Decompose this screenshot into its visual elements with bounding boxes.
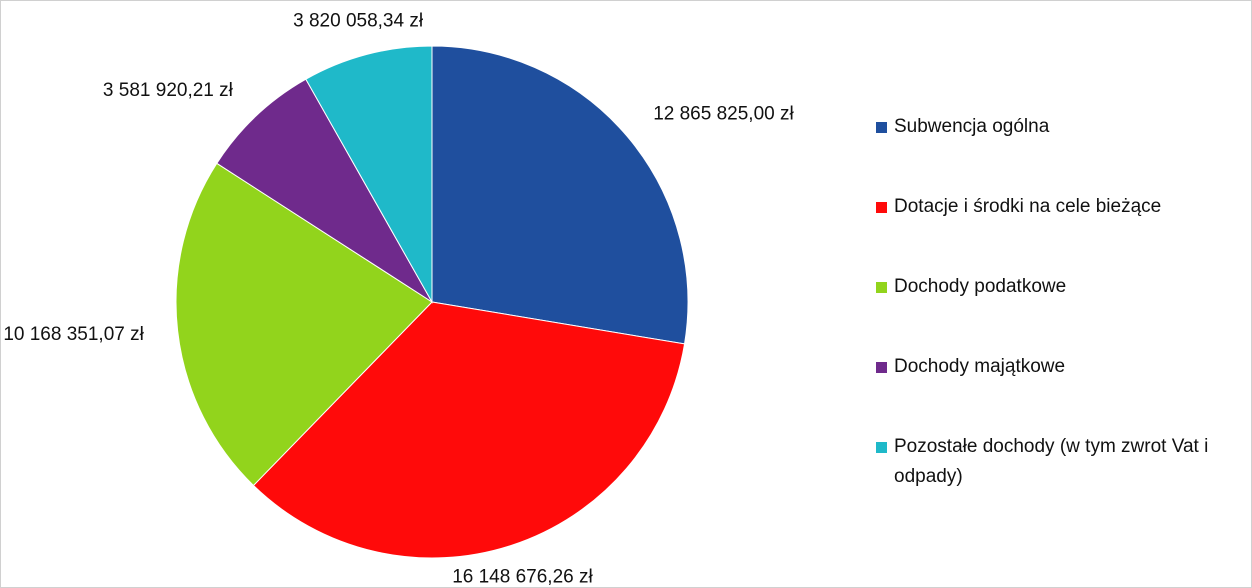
legend-label: Dochody majątkowe (894, 356, 1066, 377)
legend: Subwencja ogólna Dotacje i środki na cele… (876, 112, 1236, 512)
legend-item: Dochody podatkowe (876, 272, 1236, 352)
legend-label: Dochody podatkowe (894, 276, 1067, 297)
legend-item: Dotacje i środki na cele bieżące (876, 192, 1236, 272)
data-label: 12 865 825,00 zł (653, 103, 794, 124)
legend-item: Dochody majątkowe (876, 352, 1236, 432)
data-label: 3 581 920,21 zł (103, 80, 234, 101)
legend-item: Subwencja ogólna (876, 112, 1236, 192)
legend-label: Subwencja ogólna (894, 116, 1050, 137)
legend-label: Dotacje i środki na cele bieżące (894, 196, 1162, 217)
legend-item: Pozostałe dochody (w tym zwrot Vat i odp… (876, 432, 1236, 512)
legend-swatch (876, 282, 887, 293)
legend-label: Pozostałe dochody (w tym zwrot Vat i odp… (894, 436, 1209, 487)
pie-slice (252, 301, 686, 559)
pie-slice (431, 45, 689, 345)
legend-swatch (876, 442, 887, 453)
legend-swatch (876, 122, 887, 133)
data-label: 10 168 351,07 zł (3, 324, 144, 345)
data-label: 3 820 058,34 zł (293, 11, 424, 32)
data-label: 16 148 676,26 zł (452, 567, 593, 588)
pie-slice (305, 45, 433, 304)
legend-swatch (876, 362, 887, 373)
pie-slice (175, 162, 433, 487)
legend-swatch (876, 202, 887, 213)
pie-slice (216, 78, 433, 303)
